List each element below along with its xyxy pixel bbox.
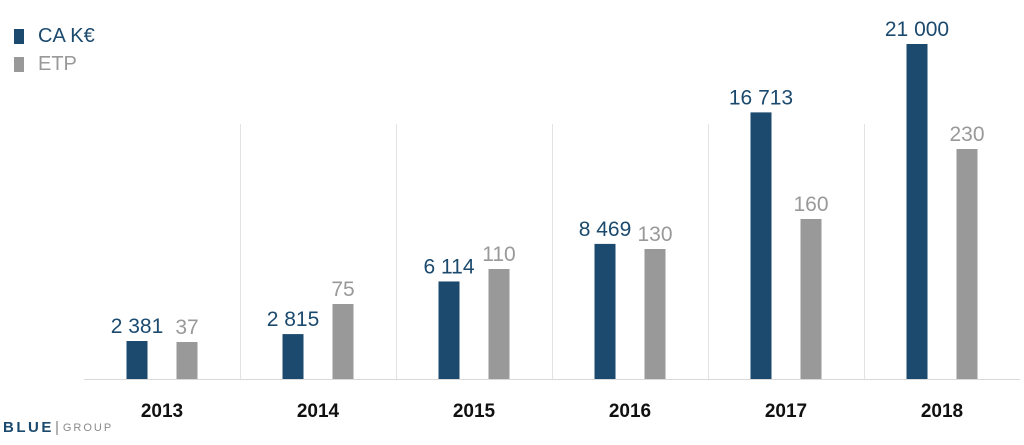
- bar-etp-2015: [488, 269, 510, 379]
- x-tick-label-2018: 2018: [921, 401, 963, 422]
- x-tick-label-2014: 2014: [297, 401, 340, 422]
- legend-swatch-etp: [14, 56, 24, 72]
- blue-group-logo: BLUE GROUP: [3, 419, 113, 436]
- logo-divider: [55, 420, 58, 435]
- data-label-ca-2018: 21 000: [885, 18, 949, 41]
- data-label-etp-2015: 110: [482, 243, 515, 266]
- bar-etp-2013: [176, 342, 198, 379]
- logo-main-text: BLUE: [3, 419, 54, 436]
- data-label-ca-2014: 2 815: [267, 308, 320, 331]
- bar-etp-2017: [800, 219, 822, 379]
- data-label-etp-2016: 130: [637, 223, 672, 246]
- logo-sub-text: GROUP: [62, 421, 114, 434]
- data-label-ca-2013: 2 381: [111, 315, 164, 338]
- bar-ca-2016: [594, 243, 616, 379]
- bar-etp-2014: [332, 304, 354, 379]
- legend-swatch-ca: [14, 28, 24, 44]
- bar-etp-2016: [644, 249, 666, 379]
- bar-ca-2015: [438, 281, 460, 379]
- bar-ca-2017: [750, 112, 772, 380]
- data-label-etp-2014: 75: [331, 278, 354, 301]
- bar-etp-2018: [956, 149, 978, 379]
- legend-item-etp: ETP: [14, 50, 95, 78]
- data-label-ca-2017: 16 713: [729, 86, 793, 109]
- bar-ca-2018: [906, 44, 928, 379]
- data-label-etp-2017: 160: [793, 193, 828, 216]
- x-tick-label-2016: 2016: [609, 401, 651, 422]
- legend-label-ca: CA K€: [38, 24, 95, 47]
- x-tick-label-2017: 2017: [765, 401, 807, 422]
- data-label-ca-2016: 8 469: [579, 218, 632, 241]
- legend-item-ca: CA K€: [14, 22, 95, 50]
- data-label-etp-2018: 230: [949, 123, 984, 146]
- data-label-etp-2013: 37: [175, 316, 198, 339]
- data-label-ca-2015: 6 114: [424, 255, 475, 278]
- bar-ca-2014: [282, 334, 304, 379]
- legend: CA K€ ETP: [14, 22, 95, 78]
- x-tick-label-2013: 2013: [141, 401, 183, 422]
- legend-label-etp: ETP: [38, 52, 77, 75]
- bar-ca-2013: [126, 341, 148, 379]
- x-tick-label-2015: 2015: [453, 401, 496, 422]
